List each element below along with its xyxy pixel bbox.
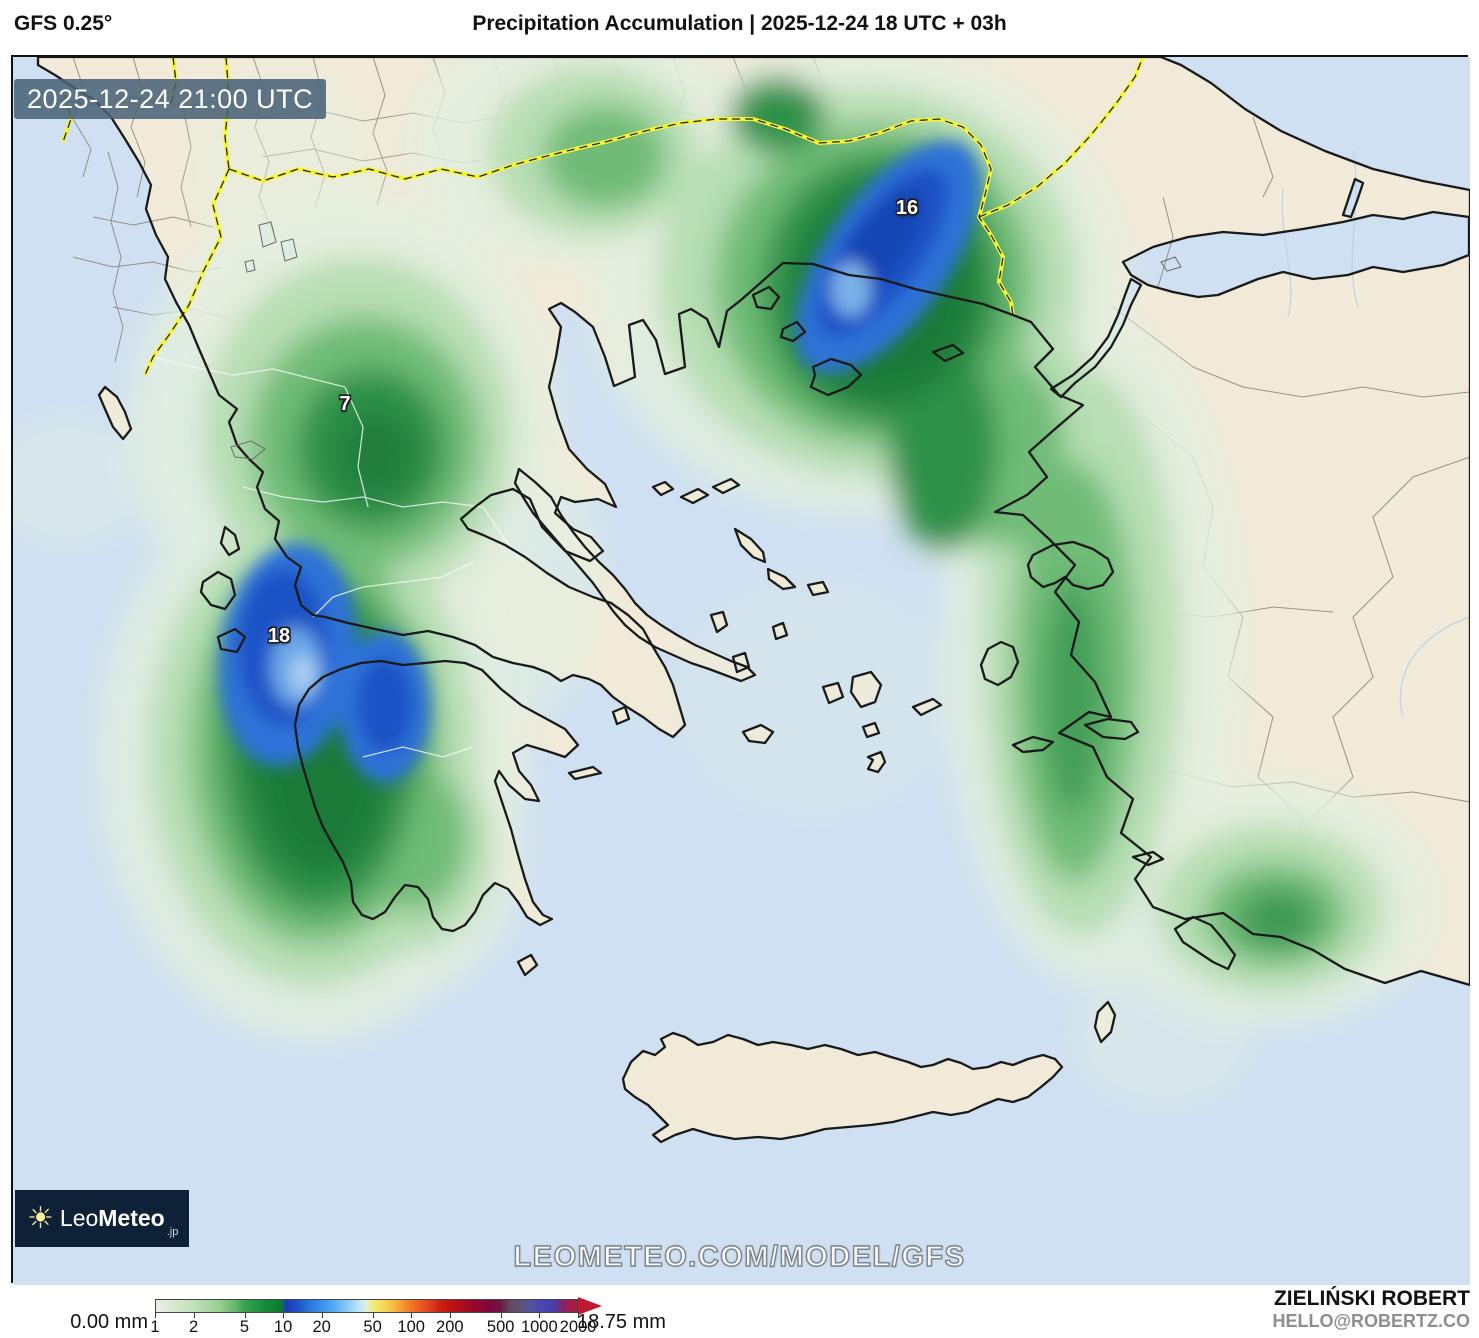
legend-tick: 2000 — [556, 1313, 600, 1337]
legend-tick: 500 — [479, 1313, 523, 1337]
legend-tick: 1000 — [517, 1313, 561, 1337]
legend-tick: 10 — [261, 1313, 305, 1337]
page-title: Precipitation Accumulation | 2025-12-24 … — [472, 12, 1007, 35]
legend-tick: 2 — [172, 1313, 216, 1337]
legend-tick: 100 — [389, 1313, 433, 1337]
leometeo-logo: ☀ Leo Meteo .jp — [15, 1190, 189, 1247]
legend-tick: 5 — [223, 1313, 267, 1337]
precip-max-label: 18 — [267, 625, 291, 647]
legend-colorbar — [155, 1299, 578, 1313]
sun-icon: ☀ — [27, 1201, 54, 1235]
legend-tick: 200 — [428, 1313, 472, 1337]
legend-max-value: 18.75 mm — [577, 1311, 666, 1333]
precip-max-label: 7 — [339, 393, 351, 415]
logo-text-bold: Meteo — [98, 1205, 165, 1231]
legend-tick: 1 — [133, 1313, 177, 1337]
logo-suffix: .jp — [166, 1226, 179, 1238]
model-name: GFS 0.25° — [14, 12, 113, 35]
weather-map: 2025-12-24 21:00 UTC 16 7 18 ☀ Leo Meteo.… — [11, 55, 1470, 1285]
legend-tick: 50 — [351, 1313, 395, 1337]
legend-tick: 20 — [300, 1313, 344, 1337]
precip-max-label: 16 — [895, 197, 919, 219]
credit-name: ZIELIŃSKI ROBERT — [1273, 1287, 1470, 1310]
region-borders — [152, 356, 524, 758]
map-svg — [13, 57, 1470, 1285]
precipitation-layer — [13, 57, 1438, 1107]
timestamp-overlay: 2025-12-24 21:00 UTC — [14, 79, 327, 119]
watermark: LEOMETEO.COM/MODEL/GFS — [513, 1240, 966, 1273]
legend-colorbar-arrow — [578, 1297, 602, 1315]
legend-min-value: 0.00 mm — [70, 1311, 148, 1333]
logo-text-light: Leo — [59, 1205, 99, 1231]
credit-email: HELLO@ROBERTZ.CO — [1272, 1311, 1470, 1331]
